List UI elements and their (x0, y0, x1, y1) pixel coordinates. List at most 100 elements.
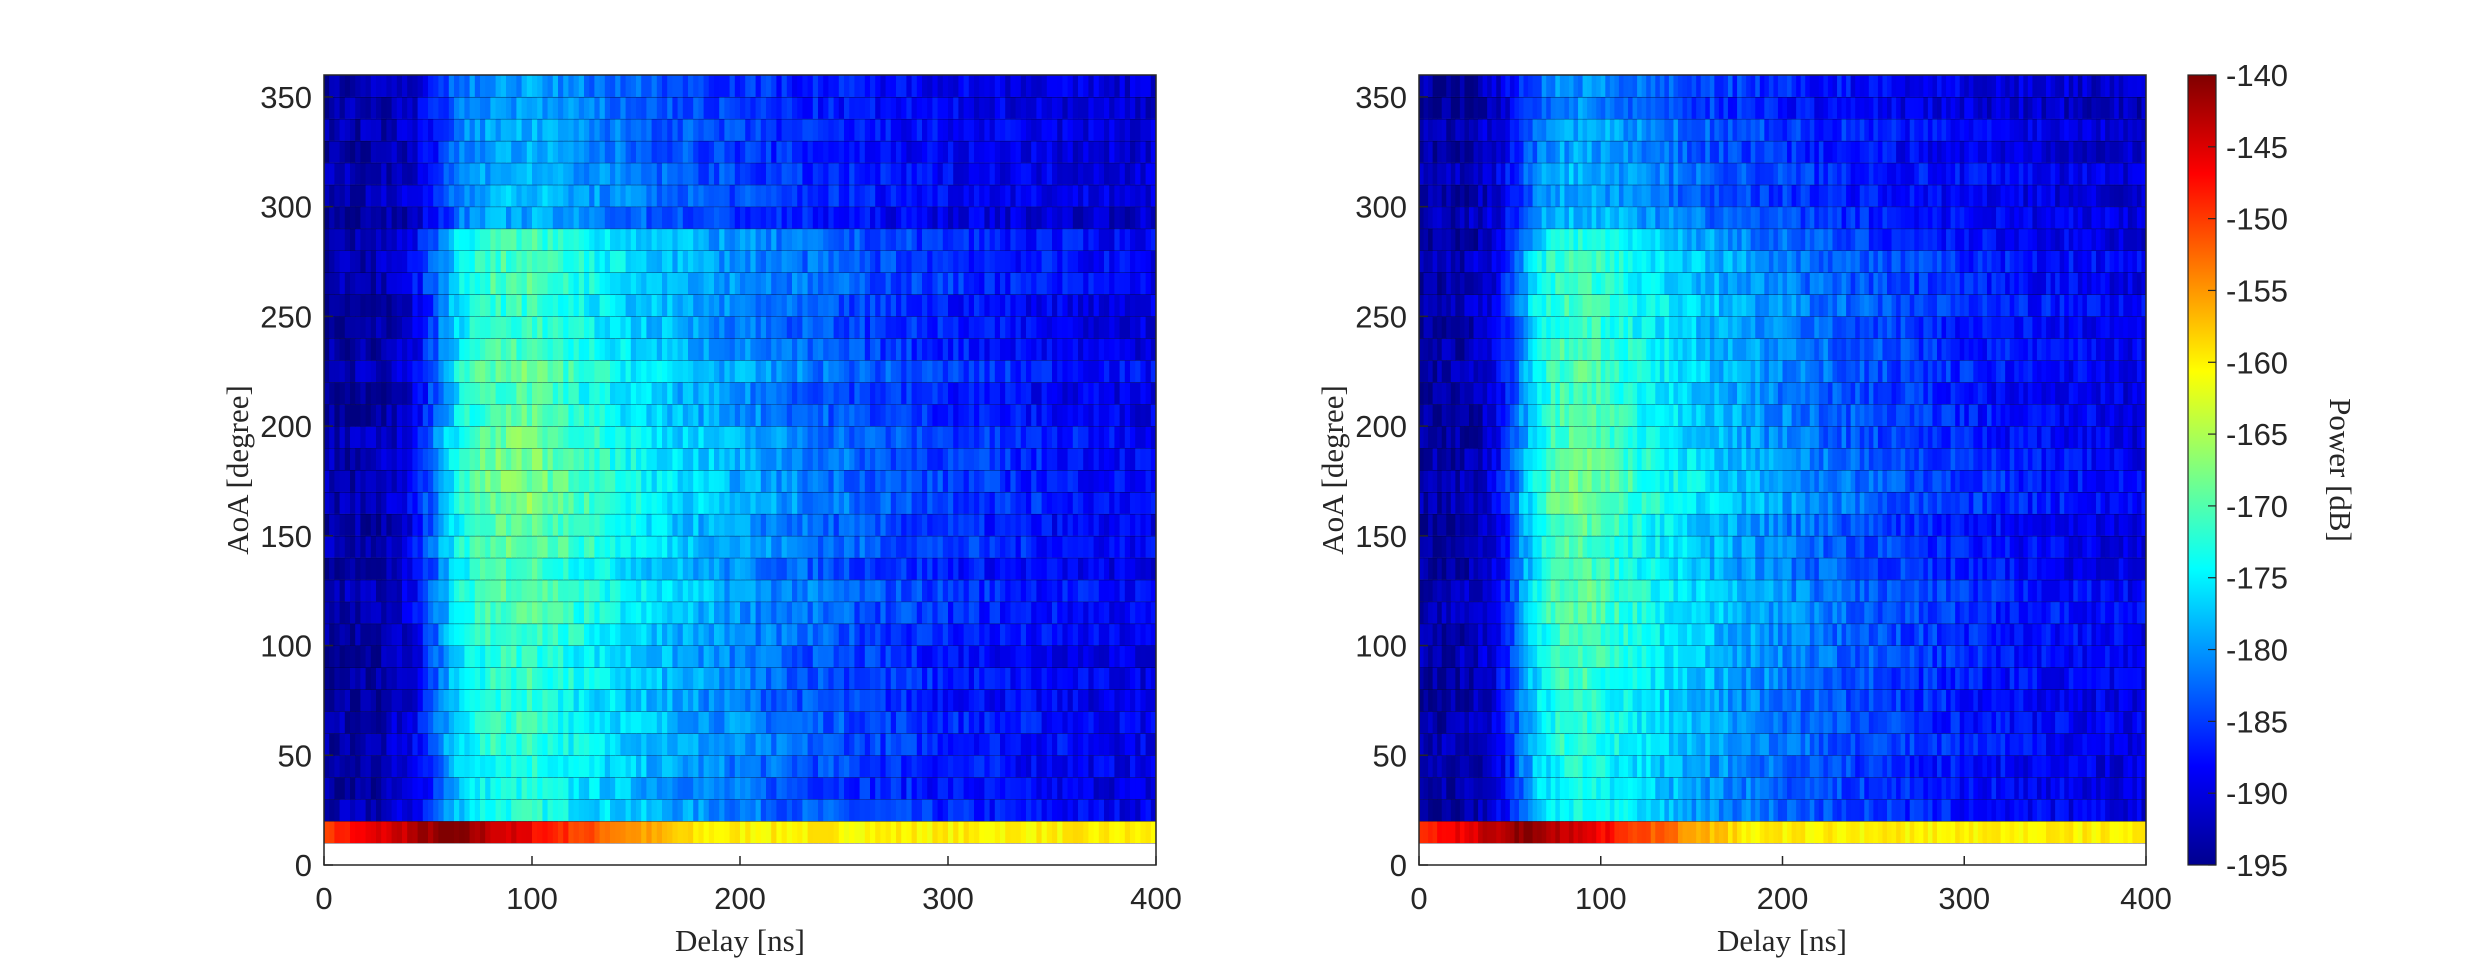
heatmap-cell (989, 360, 996, 383)
heatmap-cell (708, 162, 715, 185)
heatmap-cell (532, 623, 538, 646)
heatmap-cell (584, 426, 590, 449)
heatmap-cell (922, 579, 928, 602)
heatmap-cell (511, 689, 517, 712)
heatmap-cell (500, 733, 507, 756)
heatmap-cell (433, 162, 439, 185)
heatmap-cell (500, 404, 507, 427)
heatmap-cell (329, 448, 335, 470)
heatmap-cell (599, 601, 606, 624)
heatmap-cell (646, 294, 653, 317)
heatmap-cell (495, 426, 502, 449)
heatmap-cell (1140, 470, 1147, 492)
heatmap-cell (942, 557, 949, 580)
heatmap-cell (833, 799, 840, 822)
heatmap-cell (1062, 162, 1069, 185)
heatmap-cell (1124, 667, 1131, 690)
heatmap-cell (1000, 338, 1006, 361)
heatmap-cell (1078, 513, 1084, 536)
heatmap-cell (438, 448, 445, 470)
heatmap-cell (958, 250, 965, 273)
heatmap-cell (1015, 382, 1022, 405)
heatmap-cell (885, 294, 892, 317)
heatmap-cell (1067, 557, 1074, 580)
heatmap-cell (485, 689, 491, 712)
heatmap-cell (506, 250, 512, 273)
heatmap-cell (589, 404, 595, 427)
heatmap-cell (953, 294, 959, 317)
heatmap-cell (339, 448, 346, 470)
heatmap-cell (1020, 470, 1027, 492)
heatmap-cell (901, 206, 907, 229)
heatmap-cell (360, 799, 367, 822)
heatmap-cell (818, 316, 824, 339)
heatmap-cell (1119, 294, 1126, 317)
heatmap-cell (1114, 404, 1121, 427)
heatmap-cell (532, 294, 538, 317)
heatmap-cell (750, 470, 757, 492)
heatmap-cell (1104, 316, 1110, 339)
heatmap-cell (391, 689, 398, 712)
heatmap-cell (636, 294, 642, 317)
heatmap-cell (968, 404, 975, 427)
heatmap-cell (828, 294, 835, 317)
heatmap-cell (1031, 733, 1037, 756)
heatmap-cell (1124, 448, 1131, 470)
heatmap-cell (558, 821, 564, 844)
heatmap-cell (584, 184, 590, 207)
heatmap-cell (1015, 777, 1022, 800)
heatmap-cell (584, 360, 590, 383)
heatmap-cell (927, 601, 933, 624)
heatmap-cell (854, 360, 861, 383)
heatmap-cell (1114, 470, 1121, 492)
heatmap-cell (838, 338, 845, 361)
heatmap-cell (854, 162, 861, 185)
heatmap-cell (578, 623, 585, 646)
heatmap-cell (547, 294, 554, 317)
heatmap-cell (1135, 535, 1141, 558)
heatmap-cell (937, 272, 944, 295)
heatmap-cell (989, 667, 996, 690)
heatmap-cell (500, 711, 507, 734)
heatmap-cell (454, 623, 460, 646)
heatmap-cell (615, 272, 621, 295)
heatmap-cell (844, 777, 850, 800)
heatmap-cell (521, 623, 528, 646)
heatmap-cell (1067, 184, 1074, 207)
heatmap-cell (1057, 338, 1063, 361)
heatmap-cell (1088, 689, 1095, 712)
heatmap-cell (516, 404, 523, 427)
heatmap-cell (396, 338, 403, 361)
heatmap-cell (547, 250, 554, 273)
heatmap-cell (573, 448, 580, 470)
heatmap-cell (350, 338, 356, 361)
heatmap-cell (890, 799, 897, 822)
heatmap-cell (1062, 623, 1069, 646)
heatmap-cell (391, 272, 398, 295)
heatmap-cell (511, 272, 517, 295)
heatmap-cell (500, 272, 507, 295)
heatmap-cell (511, 711, 517, 734)
heatmap-cell (1088, 470, 1095, 492)
heatmap-cell (703, 733, 710, 756)
heatmap-cell (511, 513, 517, 536)
heatmap-cell (636, 579, 642, 602)
heatmap-cell (927, 733, 933, 756)
heatmap-cell (896, 755, 902, 778)
heatmap-cell (698, 382, 705, 405)
heatmap-cell (968, 623, 975, 646)
heatmap-cell (948, 272, 954, 295)
heatmap-cell (760, 535, 767, 558)
heatmap-cell (916, 272, 923, 295)
heatmap-cell (381, 338, 387, 361)
heatmap-cell (828, 228, 835, 251)
heatmap-cell (339, 140, 346, 163)
heatmap-cell (927, 316, 933, 339)
heatmap-cell (599, 470, 606, 492)
heatmap-cell (781, 316, 788, 339)
heatmap-cell (974, 821, 980, 844)
heatmap-cell (896, 184, 902, 207)
heatmap-cell (620, 667, 627, 690)
heatmap-cell (516, 316, 523, 339)
heatmap-cell (402, 557, 408, 580)
